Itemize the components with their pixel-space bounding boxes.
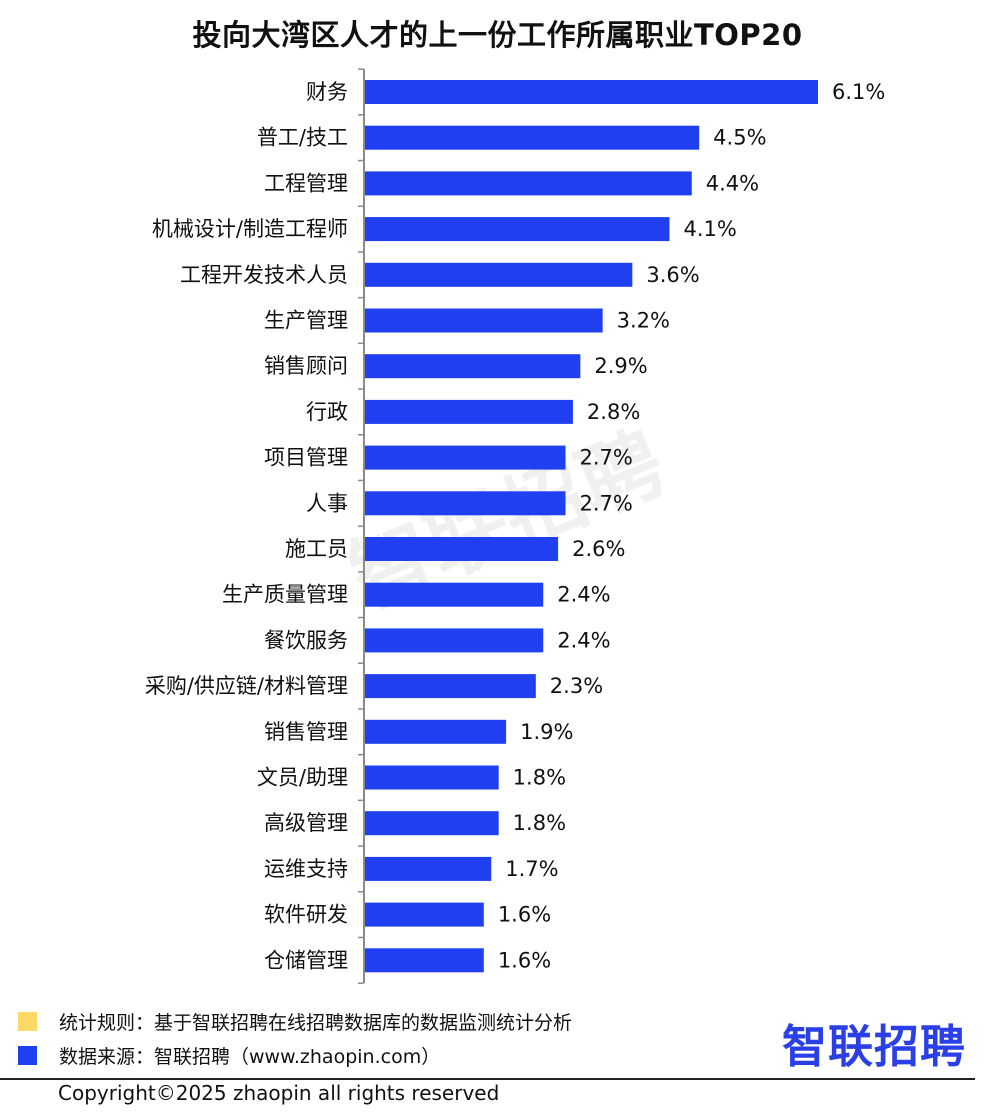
bar [365,262,633,287]
bar [365,354,581,379]
value-label: 2.6% [572,537,625,561]
footer-divider [0,1078,975,1080]
value-label: 2.7% [580,491,633,515]
bar [365,171,692,196]
bar [365,491,566,516]
category-label: 工程开发技术人员 [180,263,348,287]
value-label: 4.1% [683,217,736,241]
bar [365,217,670,242]
category-label: 餐饮服务 [264,628,348,652]
value-label: 1.8% [513,766,566,790]
value-label: 2.4% [557,628,610,652]
bar [365,628,544,653]
bar [365,856,492,881]
category-label: 销售管理 [264,720,348,744]
bar [365,811,499,836]
bar [365,445,566,470]
legend-rule-row: 统计规则：基于智联招聘在线招聘数据库的数据监测统计分析 [18,1008,572,1034]
bar [365,719,507,744]
legend-square-blue [18,1045,37,1065]
value-label: 2.7% [580,446,633,470]
category-label: 软件研发 [264,903,348,927]
category-label: 行政 [306,400,348,424]
category-label: 机械设计/制造工程师 [152,217,348,241]
value-label: 6.1% [832,80,885,104]
value-label: 4.4% [706,171,759,195]
source-text: 数据来源：智联招聘（www.zhaopin.com） [59,1045,441,1068]
legend-source-row: 数据来源：智联招聘（www.zhaopin.com） [18,1042,440,1068]
category-label: 人事 [306,491,348,515]
value-label: 1.6% [498,948,551,972]
value-label: 3.6% [646,263,699,287]
bar [365,902,484,927]
value-label: 1.6% [498,903,551,927]
value-label: 3.2% [617,309,670,333]
value-label: 1.9% [520,720,573,744]
category-label: 工程管理 [264,171,348,195]
category-label: 生产管理 [264,309,348,333]
value-label: 1.7% [505,857,558,881]
bar [365,125,700,150]
category-label: 高级管理 [264,811,348,835]
category-label: 项目管理 [264,446,348,470]
legend-square-yellow [18,1011,37,1031]
category-label: 施工员 [285,537,348,561]
bar-chart: 财务 6.1% 普工/技工 4.5% 工程管理 4.4% 机械设计/制造工程师 4.1% 工程开… [145,68,885,984]
value-label: 2.4% [557,583,610,607]
bar [365,582,544,607]
copyright-text: Copyright©2025 zhaopin all rights reserv… [58,1081,500,1105]
bar [365,765,499,790]
category-label: 财务 [306,80,348,104]
bar [365,80,818,104]
bar [365,537,559,561]
value-label: 2.8% [587,400,640,424]
value-label: 1.8% [513,811,566,835]
bar [365,674,536,699]
bar [365,948,484,973]
zhaopin-logo: 智联招聘 [782,1020,967,1073]
value-label: 2.9% [594,354,647,378]
category-label: 文员/助理 [257,766,348,790]
category-label: 采购/供应链/材料管理 [145,674,348,698]
category-label: 仓储管理 [264,948,348,972]
bar [365,399,573,424]
bar [365,308,603,333]
category-label: 生产质量管理 [222,583,348,607]
category-label: 销售顾问 [264,354,348,378]
chart-title: 投向大湾区人才的上一份工作所属职业TOP20 [192,18,803,52]
category-label: 普工/技工 [257,126,348,150]
value-label: 4.5% [713,126,766,150]
category-label: 运维支持 [264,857,348,881]
rule-text: 统计规则：基于智联招聘在线招聘数据库的数据监测统计分析 [59,1011,573,1034]
value-label: 2.3% [550,674,603,698]
